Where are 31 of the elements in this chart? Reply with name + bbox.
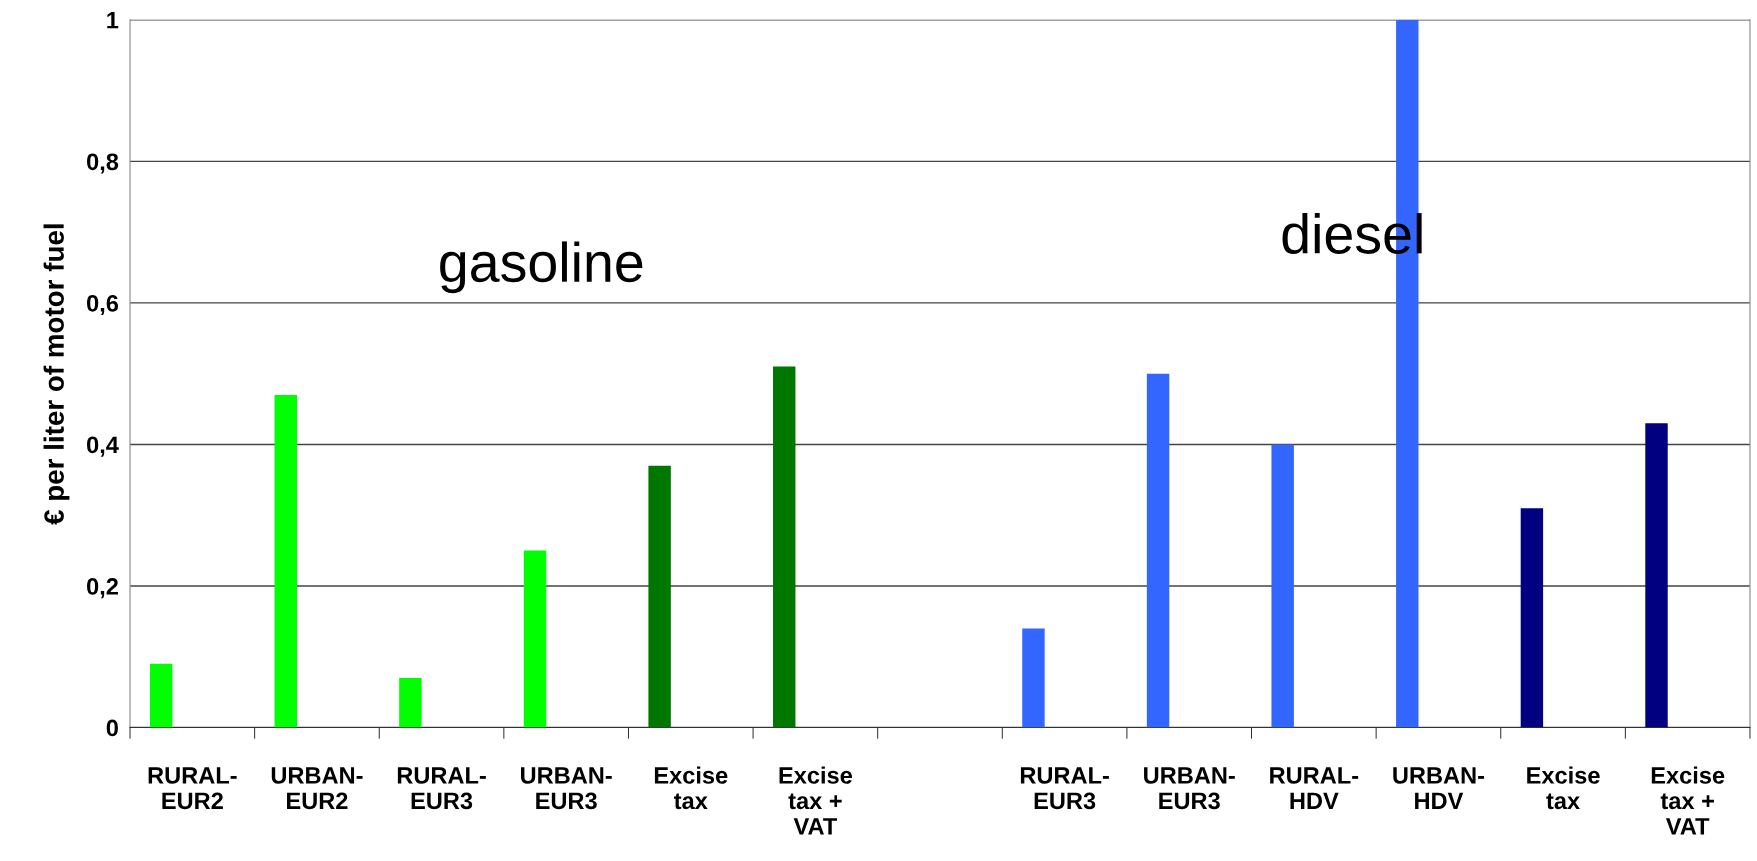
x-tick-label: Excise tax	[654, 766, 728, 810]
bar	[1146, 373, 1170, 728]
x-tick-label: RURAL- HDV	[1270, 767, 1359, 809]
annotation: gasoline	[440, 241, 643, 294]
bar	[773, 366, 796, 728]
x-tick-label: RURAL- EUR3	[397, 767, 486, 810]
x-tick-label: Excise tax	[1527, 766, 1600, 810]
y-tick-label: 0,2	[87, 578, 118, 599]
bar	[648, 465, 671, 728]
y-axis-title: € per liter of motor fuel	[43, 224, 70, 525]
bar	[1645, 423, 1668, 728]
x-tick-label: RURAL- EUR3	[1020, 767, 1109, 810]
bar	[1520, 508, 1544, 728]
y-tick-label: 0,8	[87, 153, 119, 174]
y-tick-label: 0,6	[87, 294, 119, 316]
y-tick-label: 0,4	[87, 436, 119, 457]
x-tick-label: URBAN- EUR3	[1144, 767, 1235, 810]
x-tick-label: RURAL- EUR2	[148, 767, 237, 810]
bar	[399, 678, 422, 728]
bar	[149, 663, 173, 728]
y-tick-label: 1	[107, 12, 119, 29]
bar	[523, 550, 547, 728]
x-tick-label: URBAN- EUR3	[521, 767, 612, 810]
y-tick-label: 0	[106, 719, 118, 737]
x-tick-label: URBAN- EUR2	[271, 767, 363, 810]
x-tick-label: Excise tax + VAT	[779, 766, 852, 835]
x-tick-label: Excise tax + VAT	[1651, 766, 1725, 835]
bar	[274, 394, 297, 728]
bar	[1022, 628, 1045, 728]
bar	[1271, 444, 1294, 728]
x-tick-label: URBAN- HDV	[1393, 767, 1485, 809]
